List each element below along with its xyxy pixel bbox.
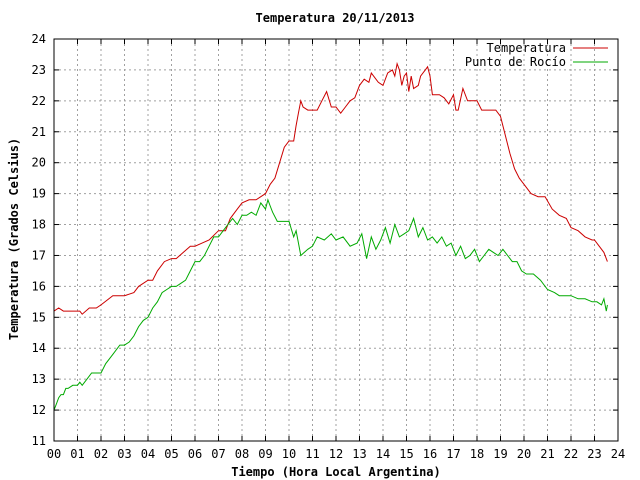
- x-tick-label: 05: [164, 447, 178, 461]
- x-tick-label: 14: [376, 447, 390, 461]
- x-tick-label: 12: [329, 447, 343, 461]
- legend-label-2: Punto de Rocío: [465, 55, 566, 69]
- y-tick-label: 13: [32, 372, 46, 386]
- chart-title: Temperatura 20/11/2013: [256, 11, 415, 25]
- x-tick-label: 20: [517, 447, 531, 461]
- x-tick-label: 10: [282, 447, 296, 461]
- y-tick-label: 23: [32, 63, 46, 77]
- y-tick-label: 18: [32, 218, 46, 232]
- x-tick-label: 16: [423, 447, 437, 461]
- x-tick-label: 04: [141, 447, 155, 461]
- x-axis-label: Tiempo (Hora Local Argentina): [231, 465, 441, 479]
- y-tick-label: 15: [32, 310, 46, 324]
- x-tick-label: 03: [117, 447, 131, 461]
- y-tick-label: 22: [32, 94, 46, 108]
- y-tick-label: 17: [32, 248, 46, 262]
- x-tick-label: 09: [258, 447, 272, 461]
- y-axis-label: Temperatura (Grados Celsius): [7, 138, 21, 340]
- x-tick-label: 08: [235, 447, 249, 461]
- x-tick-label: 02: [94, 447, 108, 461]
- x-tick-label: 01: [70, 447, 84, 461]
- y-tick-label: 11: [32, 434, 46, 448]
- x-tick-label: 13: [352, 447, 366, 461]
- legend-label-1: Temperatura: [487, 41, 566, 55]
- x-tick-label: 06: [188, 447, 202, 461]
- grid: [54, 39, 618, 441]
- series-line-1: [53, 61, 608, 315]
- x-tick-label: 17: [446, 447, 460, 461]
- x-tick-label: 19: [493, 447, 507, 461]
- x-tick-label: 21: [540, 447, 554, 461]
- x-tick-label: 22: [564, 447, 578, 461]
- ticks: 11 12 13 14 15 16 17 18 19 20 21 22 23 24 00 01 02 03 04 05…: [32, 32, 626, 461]
- series-line-2: [53, 198, 608, 411]
- x-tick-label: 15: [399, 447, 413, 461]
- series-layer: [53, 61, 608, 411]
- y-tick-label: 21: [32, 125, 46, 139]
- y-tick-label: 19: [32, 187, 46, 201]
- x-tick-label: 07: [211, 447, 225, 461]
- x-tick-label: 18: [470, 447, 484, 461]
- x-tick-label: 24: [611, 447, 625, 461]
- y-tick-label: 16: [32, 279, 46, 293]
- y-tick-label: 20: [32, 156, 46, 170]
- y-tick-label: 14: [32, 341, 46, 355]
- x-tick-label: 00: [47, 447, 61, 461]
- x-tick-label: 11: [305, 447, 319, 461]
- x-tick-label: 23: [587, 447, 601, 461]
- y-tick-label: 12: [32, 403, 46, 417]
- y-tick-label: 24: [32, 32, 46, 46]
